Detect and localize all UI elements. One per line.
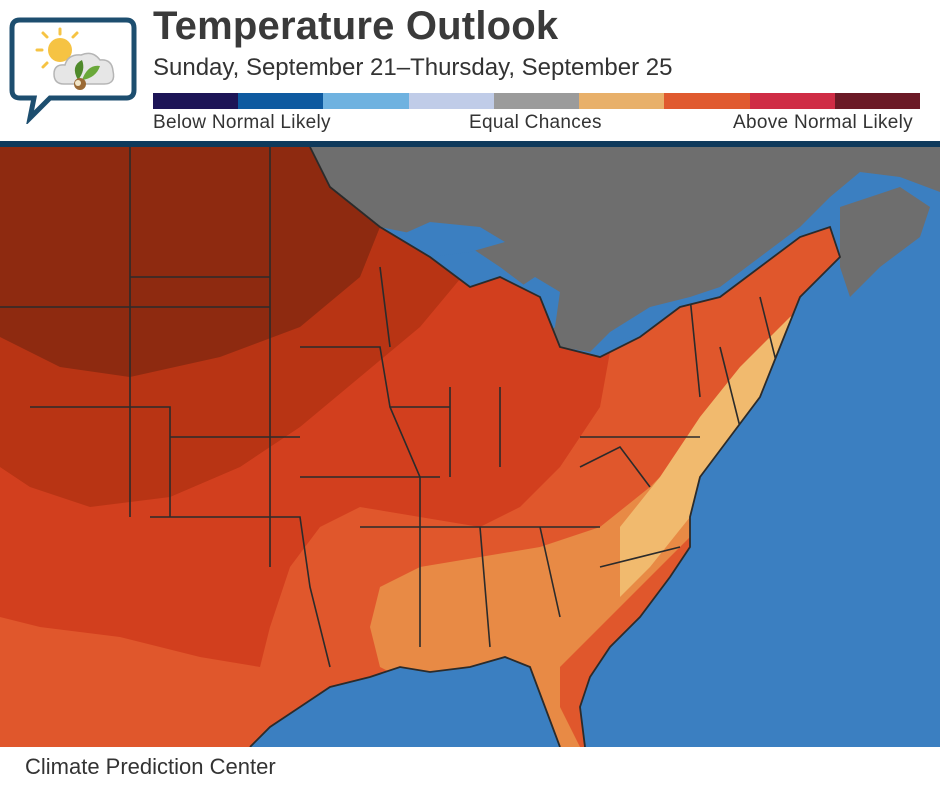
legend-swatch — [579, 93, 665, 109]
date-range-subtitle: Sunday, September 21–Thursday, September… — [153, 54, 673, 81]
outlook-map — [0, 147, 940, 747]
maritimes-land — [840, 187, 930, 297]
legend-label-equal: Equal Chances — [469, 112, 602, 133]
canada-land — [0, 147, 940, 352]
legend-color-bar — [153, 93, 920, 109]
region-above-darkest — [0, 147, 380, 377]
legend-swatch — [323, 93, 409, 109]
legend-swatch — [834, 93, 920, 109]
state-borders — [0, 147, 781, 668]
legend-swatch — [238, 93, 324, 109]
page-title: Temperature Outlook — [153, 4, 559, 48]
header-divider — [0, 141, 940, 147]
legend-swatch — [749, 93, 835, 109]
leaf-icon — [74, 60, 84, 80]
legend-swatch — [493, 93, 580, 109]
sun-icon — [48, 38, 72, 62]
coastline — [249, 147, 842, 747]
legend-swatch — [664, 93, 750, 109]
legend-swatch — [408, 93, 494, 109]
weather-plant-icon — [9, 17, 137, 124]
source-credit: Climate Prediction Center — [25, 754, 276, 779]
legend-label-below: Below Normal Likely — [153, 112, 331, 133]
legend-swatch — [153, 93, 239, 109]
cloud-icon — [53, 52, 115, 85]
legend-label-above: Above Normal Likely — [733, 112, 913, 133]
header: Temperature Outlook Sunday, September 21… — [0, 0, 940, 145]
